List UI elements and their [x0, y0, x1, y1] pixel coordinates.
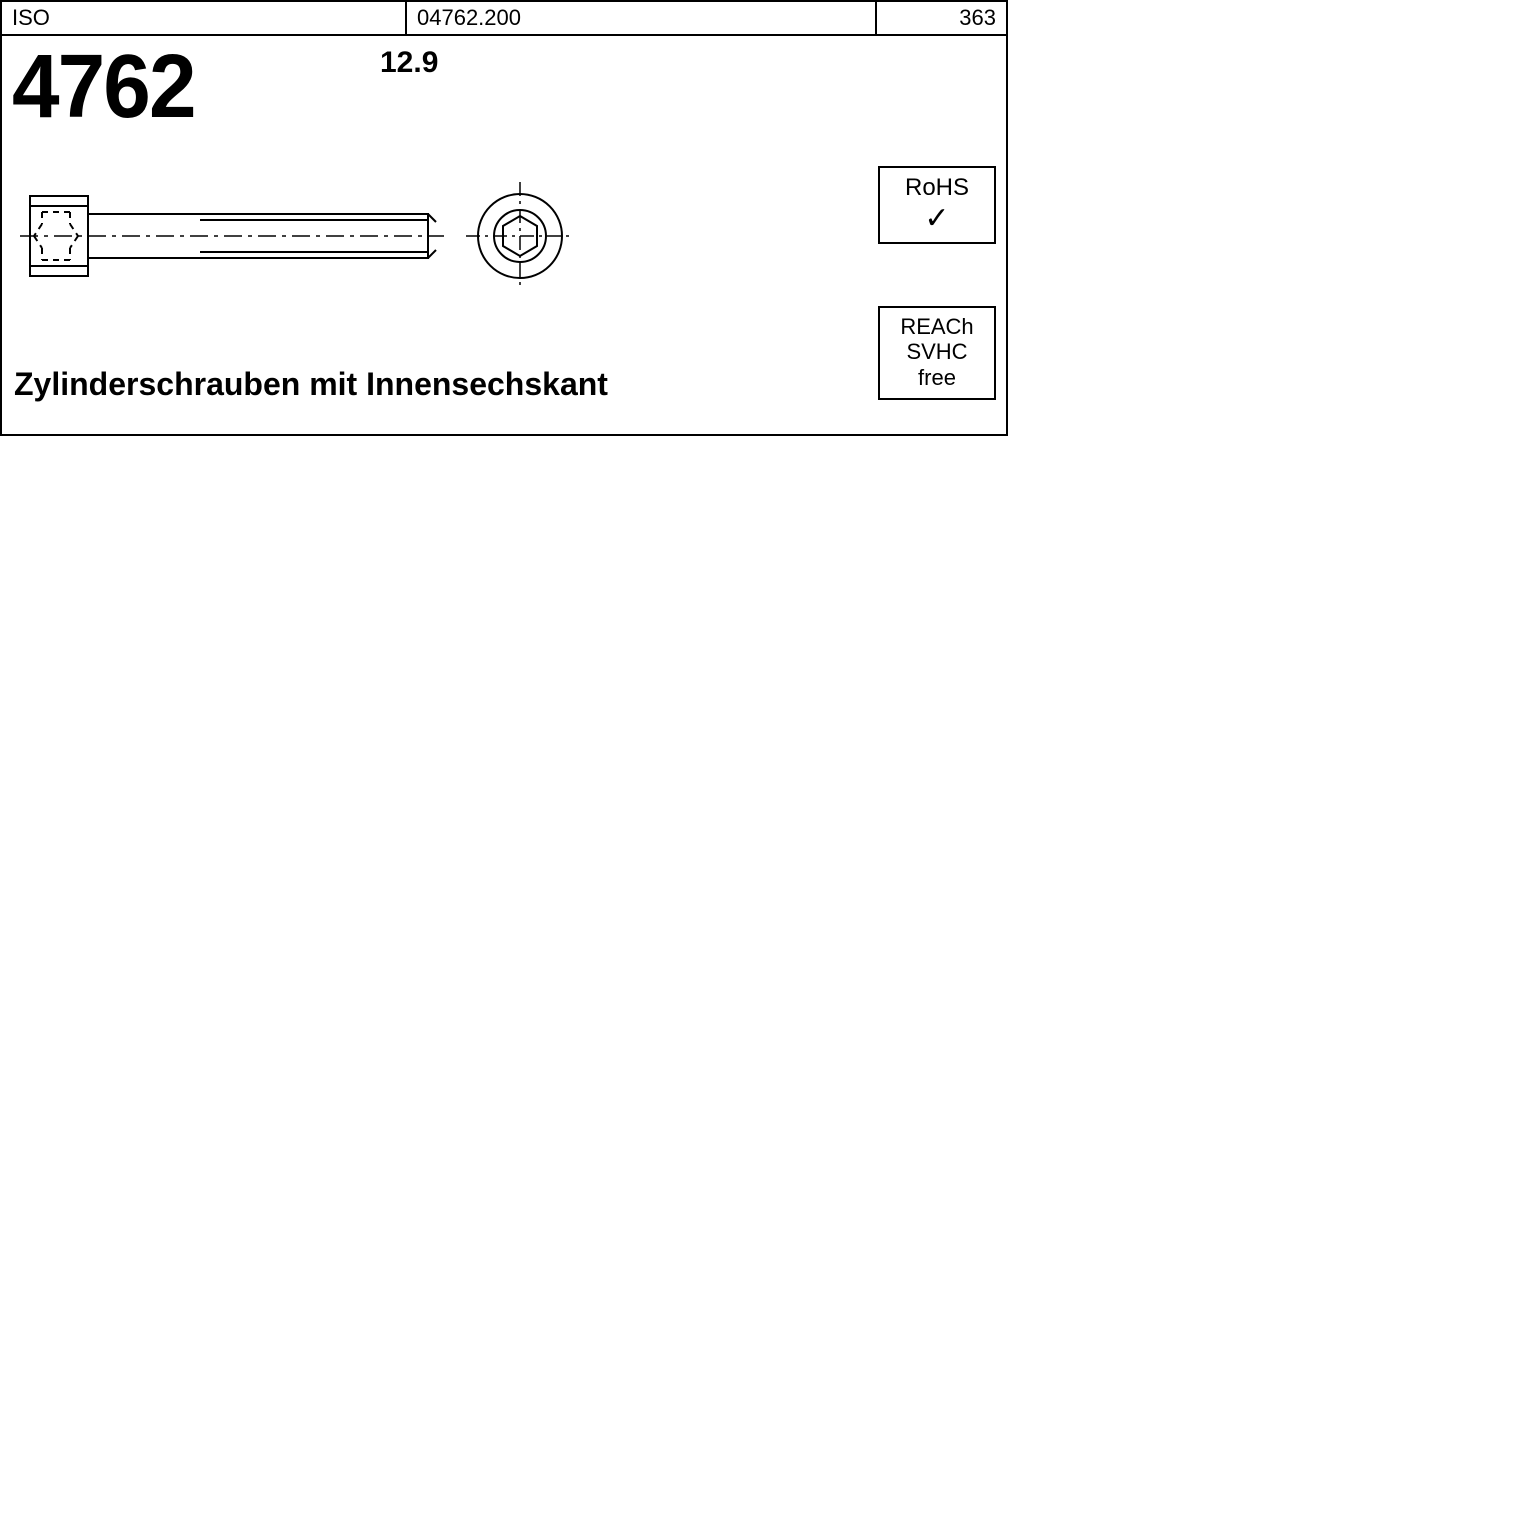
reach-line1: REACh [880, 314, 994, 339]
header-standard-label: ISO [2, 2, 407, 34]
reach-line3: free [880, 365, 994, 390]
standard-number: 4762 [12, 36, 195, 139]
reach-badge: REACh SVHC free [878, 306, 996, 400]
body-area: 4762 12.9 [0, 36, 1008, 436]
rohs-label: RoHS [880, 174, 994, 202]
description: Zylinderschrauben mit Innensechskant [14, 366, 608, 403]
header-code: 04762.200 [407, 2, 877, 34]
header-page: 363 [877, 2, 1006, 34]
bolt-drawing-icon [20, 176, 580, 296]
check-icon: ✓ [880, 204, 994, 234]
grade-label: 12.9 [380, 46, 438, 80]
datasheet-card: ISO 04762.200 363 4762 12.9 [0, 0, 1008, 436]
rohs-badge: RoHS ✓ [878, 166, 996, 244]
reach-line2: SVHC [880, 339, 994, 364]
header-row: ISO 04762.200 363 [0, 0, 1008, 36]
